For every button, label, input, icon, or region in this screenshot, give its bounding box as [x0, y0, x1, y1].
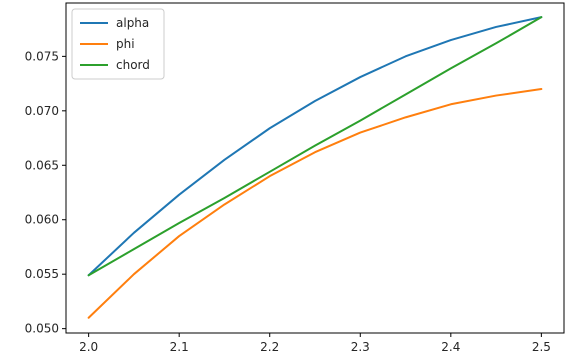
series-line-chord — [87, 16, 543, 277]
y-axis: 0.050 0.055 0.060 0.065 0.070 0.075 — [25, 49, 66, 336]
x-axis: 2.0 2.1 2.2 2.3 2.4 2.5 — [79, 333, 551, 354]
y-tick-label: 0.070 — [25, 104, 59, 118]
legend: alpha phi chord — [71, 8, 165, 80]
y-tick-label: 0.055 — [25, 267, 59, 281]
legend-label-phi: phi — [116, 37, 135, 51]
series-line-phi — [87, 88, 543, 319]
legend-box — [71, 8, 165, 80]
y-tick-label: 0.065 — [25, 158, 59, 172]
x-tick-label: 2.0 — [79, 340, 98, 354]
legend-label-alpha: alpha — [116, 16, 149, 30]
legend-label-chord: chord — [116, 58, 150, 72]
y-tick-label: 0.075 — [25, 49, 59, 63]
y-tick-label: 0.060 — [25, 213, 59, 227]
x-tick-label: 2.1 — [170, 340, 189, 354]
series-layer — [87, 16, 543, 319]
series-line-alpha — [87, 16, 543, 277]
plot-frame — [65, 2, 565, 334]
x-tick-label: 2.4 — [441, 340, 460, 354]
x-tick-label: 2.2 — [260, 340, 279, 354]
x-tick-label: 2.5 — [532, 340, 551, 354]
y-tick-label: 0.050 — [25, 322, 59, 336]
x-tick-label: 2.3 — [351, 340, 370, 354]
